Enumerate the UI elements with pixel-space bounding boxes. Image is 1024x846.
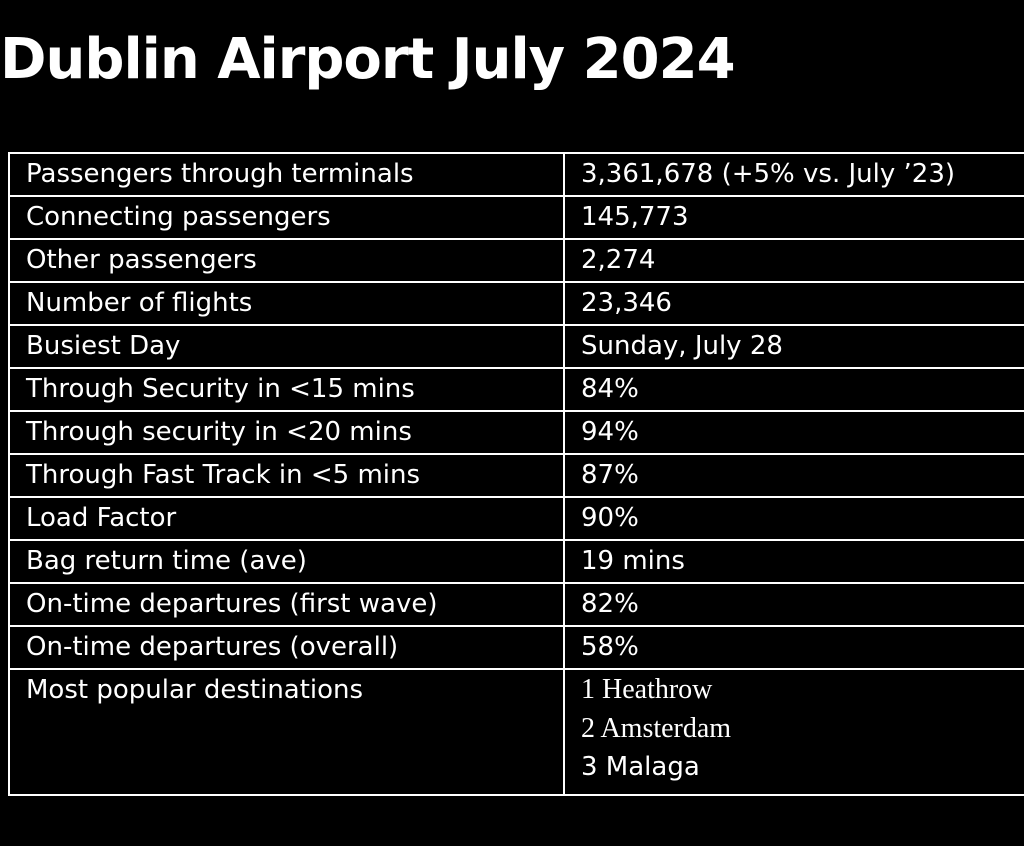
row-label: Busiest Day <box>8 324 565 369</box>
row-label: On-time departures (overall) <box>8 625 565 670</box>
table-row: Connecting passengers 145,773 <box>8 195 1024 240</box>
destination-item: 2 Amsterdam <box>581 713 732 744</box>
table-row: Number of flights 23,346 <box>8 281 1024 326</box>
row-value: 84% <box>563 367 1024 412</box>
row-label: Most popular destinations <box>8 668 565 796</box>
table-row: Bag return time (ave) 19 mins <box>8 539 1024 584</box>
row-label: Passengers through terminals <box>8 152 565 197</box>
table-row: Passengers through terminals 3,361,678 (… <box>8 152 1024 197</box>
row-value: 23,346 <box>563 281 1024 326</box>
row-value: 2,274 <box>563 238 1024 283</box>
row-label: Through Fast Track in <5 mins <box>8 453 565 498</box>
row-value: 87% <box>563 453 1024 498</box>
table-row: Through Fast Track in <5 mins 87% <box>8 453 1024 498</box>
row-value: 90% <box>563 496 1024 541</box>
table-row-destinations: Most popular destinations 1 Heathrow 2 A… <box>8 668 1024 796</box>
table-row: Through security in <20 mins 94% <box>8 410 1024 455</box>
destination-item: 1 Heathrow <box>581 674 713 705</box>
row-value: 58% <box>563 625 1024 670</box>
row-label: Bag return time (ave) <box>8 539 565 584</box>
row-value: 19 mins <box>563 539 1024 584</box>
destination-item: 3 Malaga <box>581 752 700 782</box>
stats-table: Passengers through terminals 3,361,678 (… <box>8 152 1024 796</box>
row-value: Sunday, July 28 <box>563 324 1024 369</box>
row-label: Connecting passengers <box>8 195 565 240</box>
row-label: On-time departures (first wave) <box>8 582 565 627</box>
destinations-list: 1 Heathrow 2 Amsterdam 3 Malaga <box>581 671 1024 787</box>
table-row: Through Security in <15 mins 84% <box>8 367 1024 412</box>
row-label: Other passengers <box>8 238 565 283</box>
table-row: Load Factor 90% <box>8 496 1024 541</box>
row-label: Through Security in <15 mins <box>8 367 565 412</box>
row-label: Through security in <20 mins <box>8 410 565 455</box>
page-title: Dublin Airport July 2024 <box>0 27 736 92</box>
destinations-cell: 1 Heathrow 2 Amsterdam 3 Malaga <box>563 668 1024 796</box>
table-row: On-time departures (overall) 58% <box>8 625 1024 670</box>
row-value: 145,773 <box>563 195 1024 240</box>
row-value: 3,361,678 (+5% vs. July ’23) <box>563 152 1024 197</box>
row-value: 82% <box>563 582 1024 627</box>
table-row: Busiest Day Sunday, July 28 <box>8 324 1024 369</box>
row-label: Number of flights <box>8 281 565 326</box>
row-value: 94% <box>563 410 1024 455</box>
table-row: On-time departures (first wave) 82% <box>8 582 1024 627</box>
table-row: Other passengers 2,274 <box>8 238 1024 283</box>
row-label: Load Factor <box>8 496 565 541</box>
